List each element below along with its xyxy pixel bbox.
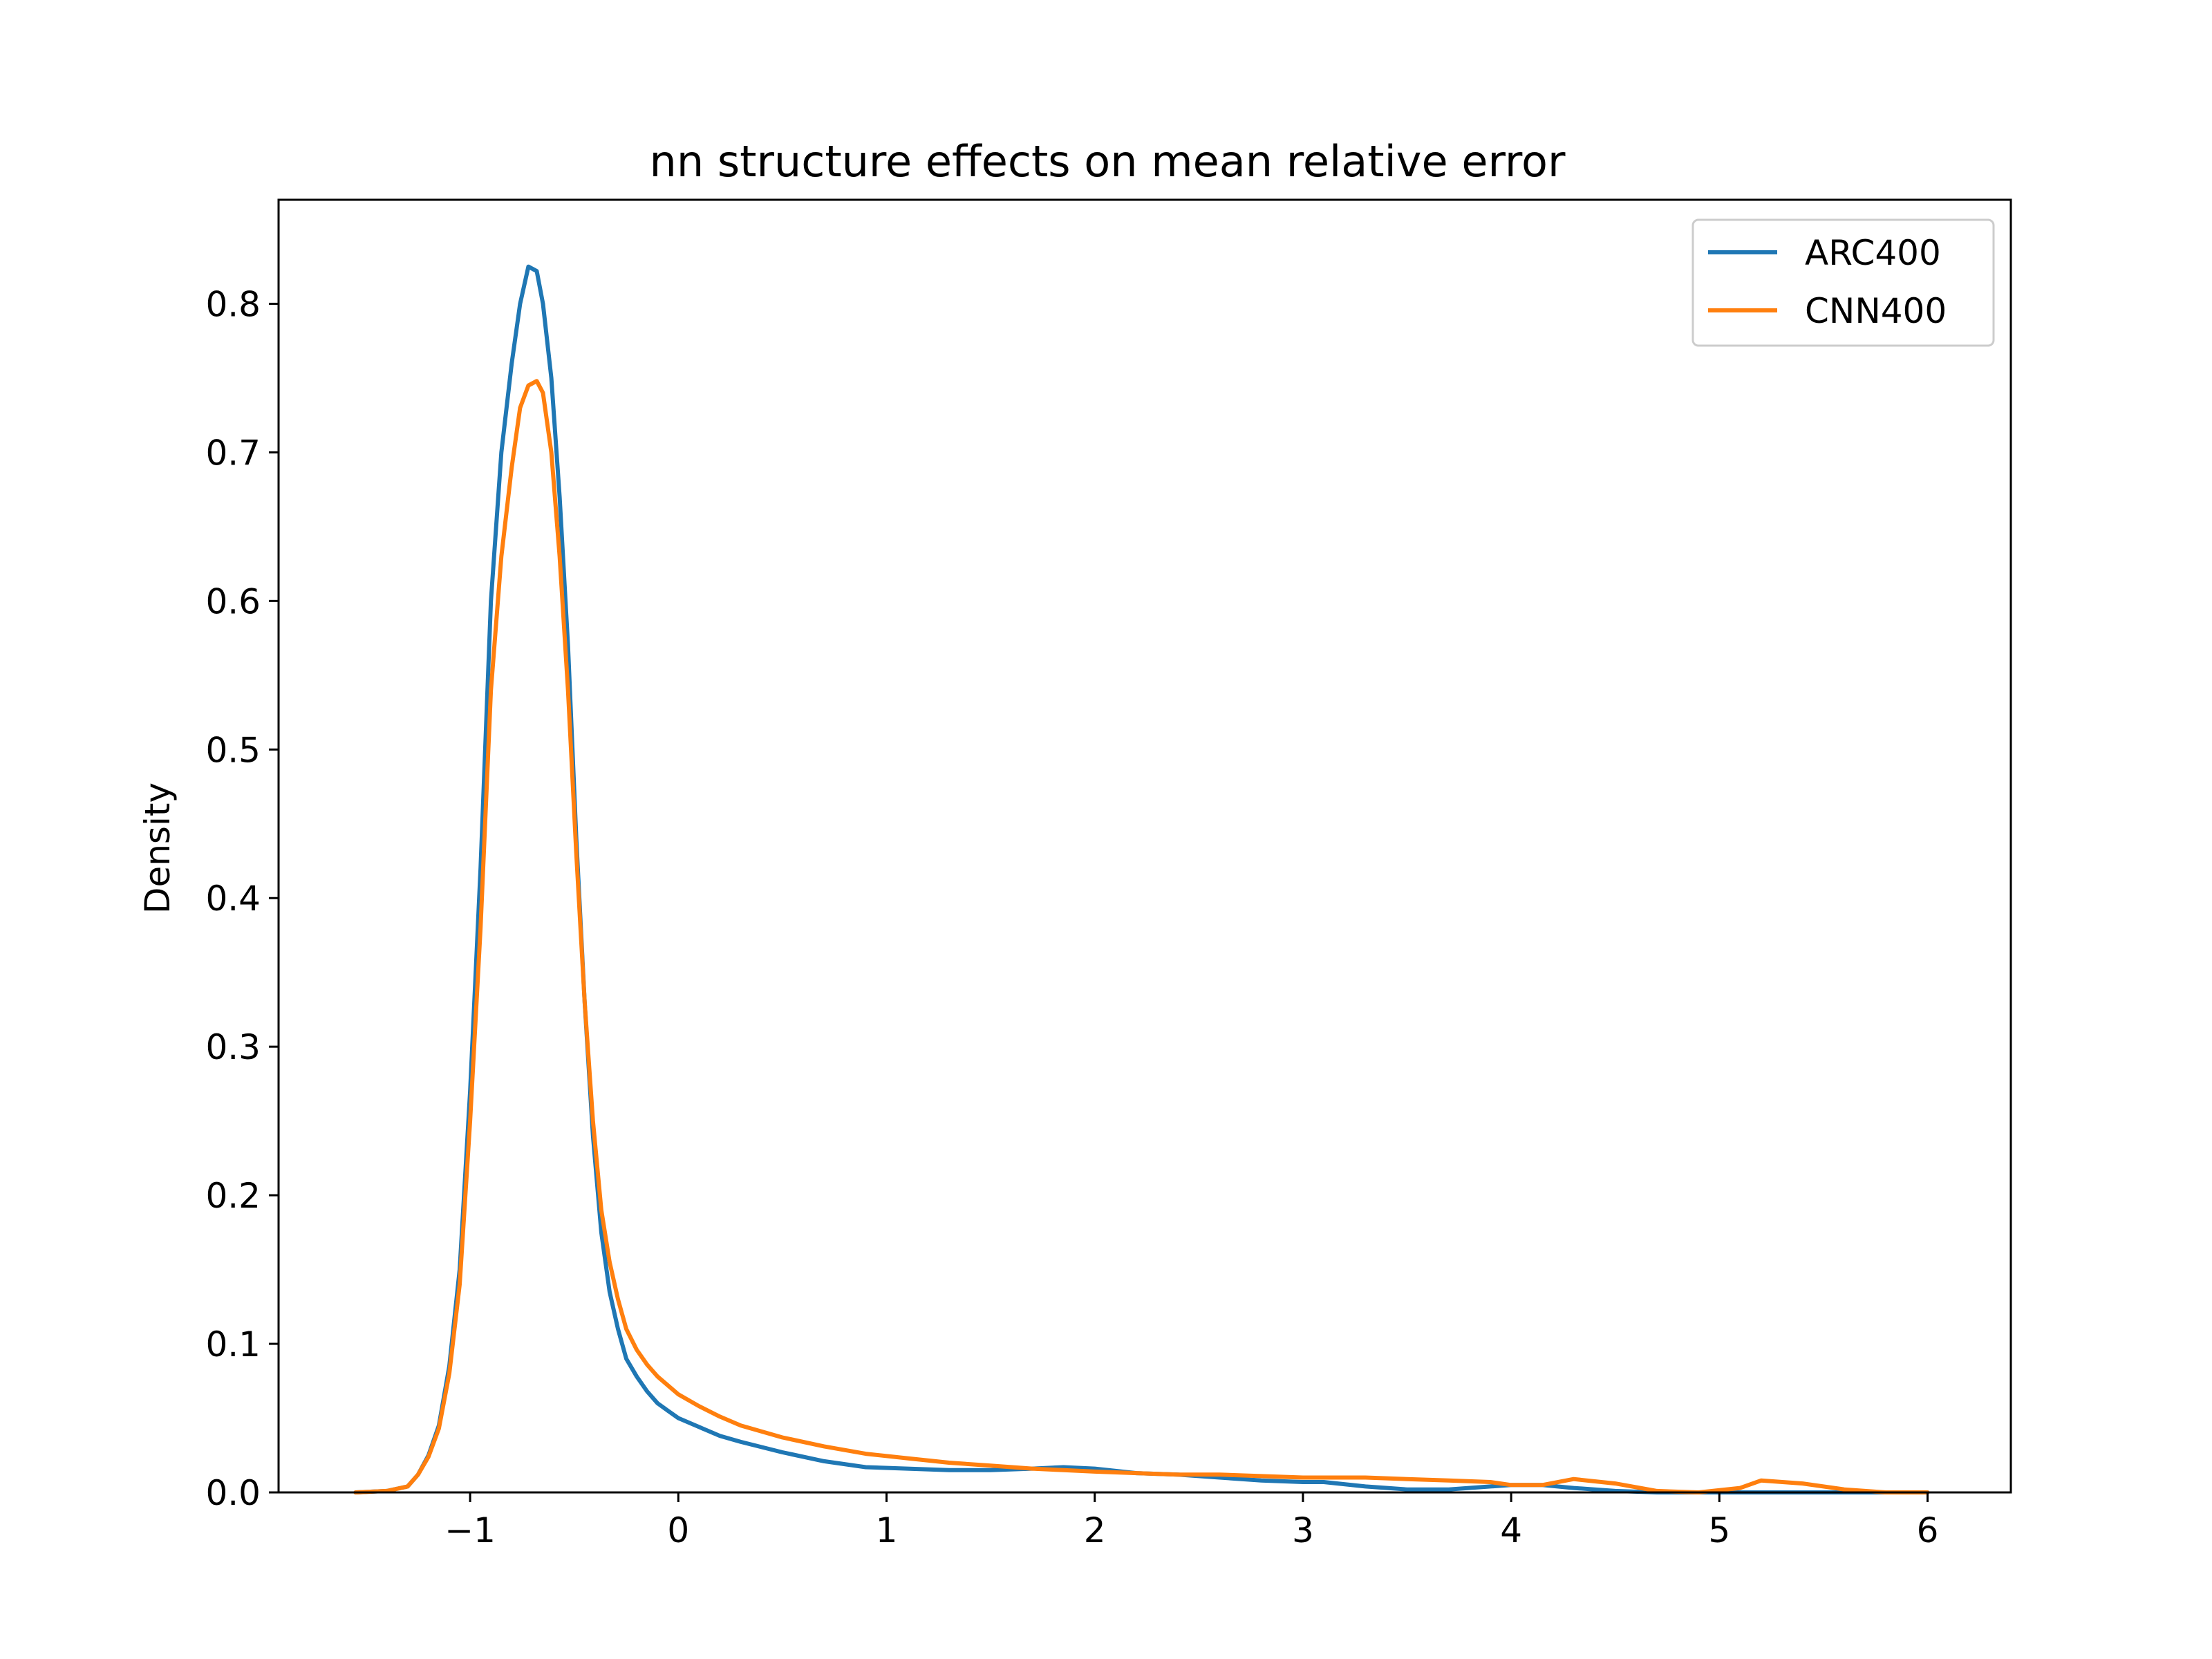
x-tick-label: 4 — [1500, 1510, 1522, 1550]
legend: ARC400 CNN400 — [1691, 218, 1995, 347]
y-tick-label: 0.0 — [205, 1473, 261, 1513]
y-tick-label: 0.3 — [205, 1027, 261, 1067]
x-tick-label: 5 — [1708, 1510, 1730, 1550]
x-tick-label: 2 — [1084, 1510, 1106, 1550]
y-tick-label: 0.8 — [205, 284, 261, 324]
y-tick-label: 0.4 — [205, 879, 261, 919]
legend-label-cnn400: CNN400 — [1805, 291, 1947, 331]
y-tick-label: 0.7 — [205, 433, 261, 473]
series-layer — [353, 264, 1930, 1494]
y-axis-label: Density — [138, 782, 178, 914]
y-tick-label: 0.2 — [205, 1176, 261, 1216]
x-tick-label: 1 — [876, 1510, 898, 1550]
y-tick-label: 0.5 — [205, 730, 261, 770]
x-tick-label: 6 — [1917, 1510, 1939, 1550]
plot-frame — [277, 198, 2012, 1494]
axes-layer: −1 0 1 2 3 4 5 6 0.0 0.1 0.2 0.3 0.4 0.5 0.6 0.7 0.8 — [205, 198, 2012, 1550]
legend-label-arc400: ARC400 — [1805, 233, 1941, 273]
y-tick-label: 0.1 — [205, 1324, 261, 1365]
series-line-cnn400 — [353, 379, 1930, 1494]
x-tick-label: 0 — [667, 1510, 689, 1550]
y-tick-label: 0.6 — [205, 581, 261, 621]
x-tick-label: −1 — [444, 1510, 496, 1550]
chart-title: nn structure effects on mean relative er… — [650, 136, 1566, 187]
x-tick-label: 3 — [1292, 1510, 1314, 1550]
